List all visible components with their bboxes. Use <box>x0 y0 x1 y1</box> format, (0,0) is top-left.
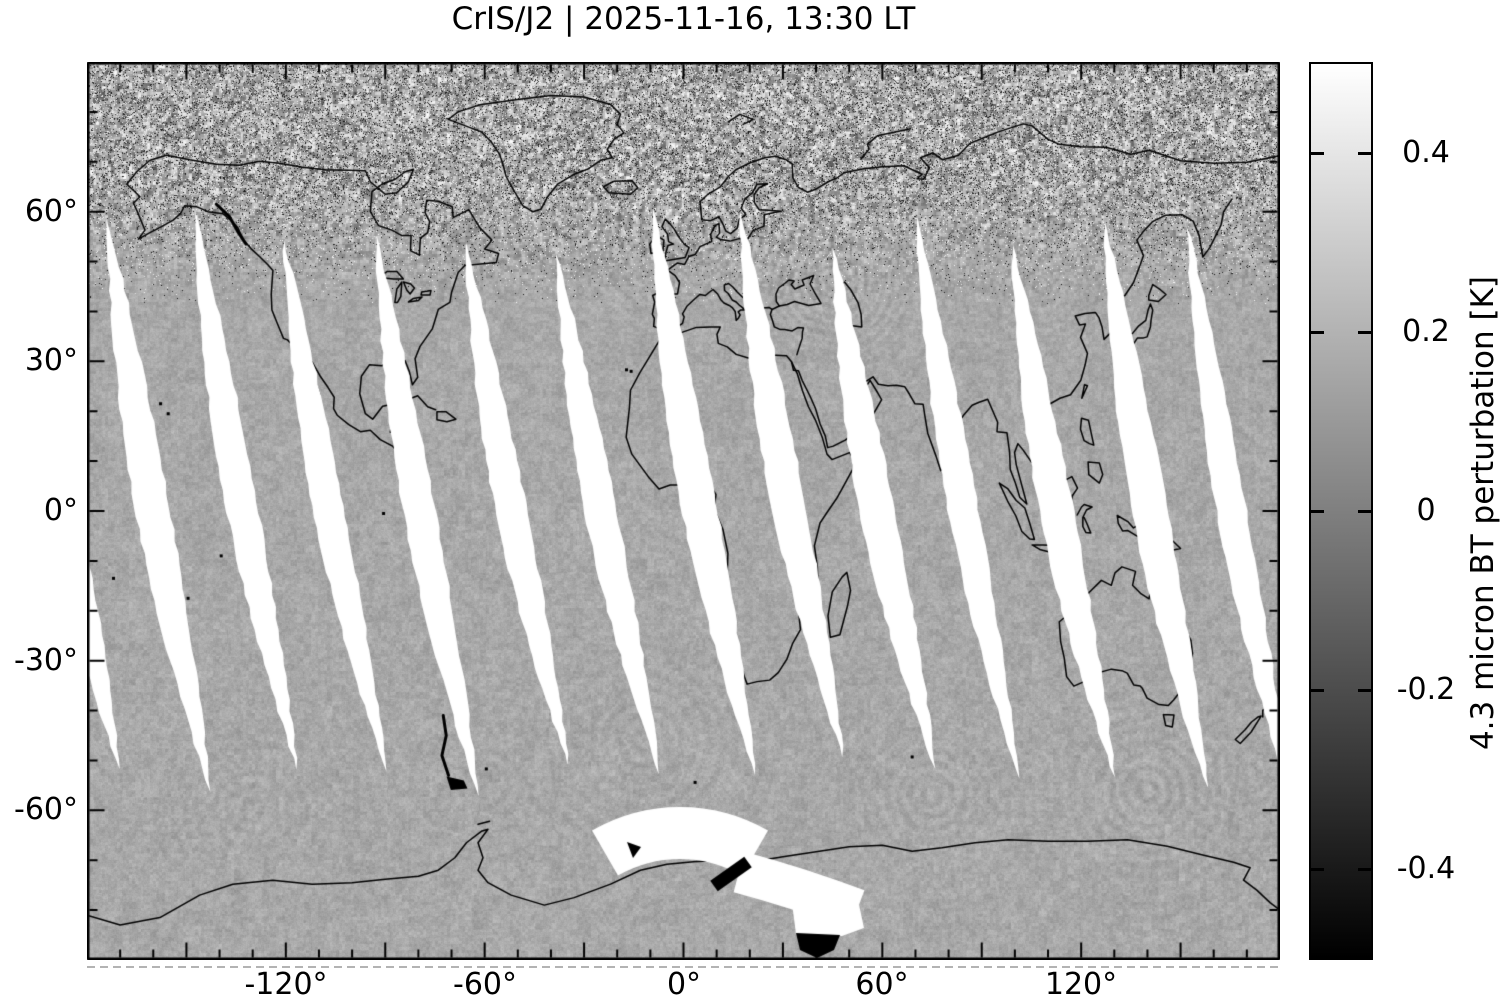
colorbar-tick-label: 0.4 <box>1402 135 1450 170</box>
lat-tick-label: 60° <box>24 194 78 229</box>
colorbar-tick <box>1358 510 1371 513</box>
lat-tick-label: 0° <box>43 493 78 528</box>
colorbar-tick <box>1311 689 1324 692</box>
chart-title: CrIS/J2 | 2025-11-16, 13:30 LT <box>451 1 916 37</box>
colorbar-tick <box>1311 868 1324 871</box>
lat-tick-label: -60° <box>14 792 78 827</box>
lon-tick-label: -60° <box>453 967 517 1002</box>
colorbar-tick <box>1311 510 1324 513</box>
colorbar-tick <box>1311 152 1324 155</box>
colorbar-tick <box>1358 868 1371 871</box>
lon-tick-label: 60° <box>855 967 909 1002</box>
colorbar-tick <box>1358 152 1371 155</box>
colorbar-tick-label: 0 <box>1416 493 1436 528</box>
colorbar-tick-label: -0.4 <box>1396 851 1456 886</box>
lon-tick-label: 120° <box>1044 967 1118 1002</box>
subaxis-artifact-line <box>87 966 1280 968</box>
colorbar-tick-label: 0.2 <box>1402 314 1450 349</box>
lat-tick-label: -30° <box>14 643 78 678</box>
lat-tick-label: 30° <box>24 343 78 378</box>
lon-tick-label: 0° <box>666 967 702 1002</box>
colorbar-tick-label: -0.2 <box>1396 672 1456 707</box>
colorbar-tick <box>1311 331 1324 334</box>
map-heatmap <box>87 62 1280 960</box>
colorbar-tick <box>1358 331 1371 334</box>
colorbar-tick <box>1358 689 1371 692</box>
lon-tick-label: -120° <box>244 967 328 1002</box>
